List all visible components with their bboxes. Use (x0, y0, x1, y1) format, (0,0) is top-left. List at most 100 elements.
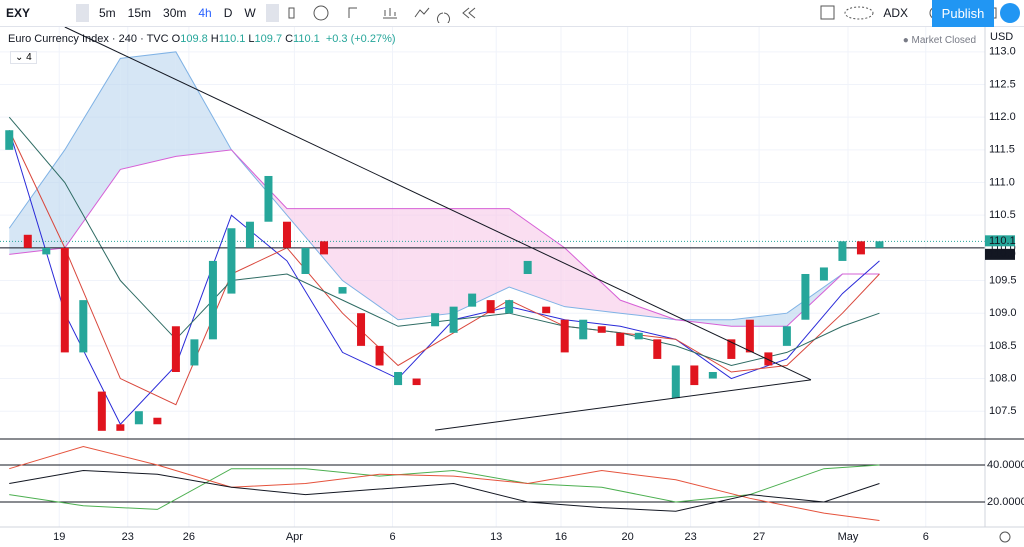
candle (171, 326, 180, 373)
candle (79, 300, 88, 353)
candle (745, 319, 754, 353)
change: +0.3 (+0.27%) (325, 33, 396, 45)
interval[interactable]: D (223, 6, 233, 20)
toolbar: EXY 5m 15m 30m 4h D W ADX Publish (0, 0, 1024, 27)
candle (60, 247, 69, 353)
currency: USD (990, 31, 1013, 43)
x-tick-label: 13 (490, 531, 502, 543)
candle (523, 260, 532, 274)
candle (782, 326, 791, 346)
candle (579, 319, 588, 340)
candle (634, 332, 643, 340)
trendline (64, 26, 812, 381)
candle (708, 372, 717, 379)
candle (42, 247, 51, 255)
ohlc-value: 110.1 (293, 33, 320, 45)
market-status: ● Market Closed (902, 35, 976, 46)
y-tick-label: 112.0 (989, 111, 1016, 123)
candle (671, 365, 680, 399)
ohlc-label: C (285, 33, 294, 45)
interval[interactable]: W (244, 6, 256, 20)
candle (301, 247, 310, 274)
cloud (9, 149, 65, 255)
candle (431, 313, 440, 327)
candle (116, 424, 125, 431)
separator (265, 4, 279, 22)
indicator-line (9, 464, 880, 510)
price-line-label: 110.0 (989, 248, 1016, 260)
cloud (564, 247, 621, 314)
publish-button[interactable]: Publish (932, 0, 994, 27)
candle (801, 273, 810, 320)
cloud (731, 313, 787, 327)
ohlc: O109.8 H110.1 L109.7 C110.1 (172, 33, 323, 45)
interval[interactable]: 4h (198, 6, 212, 20)
x-tick-label: Apr (286, 531, 303, 543)
x-tick-label: 6 (389, 531, 395, 543)
x-tick-label: 6 (923, 531, 929, 543)
x-tick-label: 23 (122, 531, 134, 543)
indicator-button[interactable]: ADX (883, 6, 908, 20)
indicator-line (9, 470, 880, 512)
symbol[interactable]: EXY (6, 6, 31, 20)
toolbar-icons[interactable] (817, 3, 877, 23)
indicator-toggle[interactable]: ⌄ 4 (10, 51, 37, 64)
candle (542, 306, 551, 314)
y-tick-label: 110.5 (989, 209, 1016, 221)
candle (412, 378, 421, 386)
ohlc-value: 109.8 (180, 33, 208, 45)
y-tick-label: 112.5 (989, 78, 1016, 90)
candle (449, 306, 458, 333)
ohlc-label: O (171, 33, 181, 45)
cloud (175, 51, 232, 157)
settings-icon[interactable] (999, 531, 1011, 543)
candle (153, 417, 162, 425)
cloud (64, 58, 121, 248)
ohlc-label: H (210, 33, 219, 45)
y-tick-label: 109.0 (989, 307, 1017, 319)
candle (245, 221, 254, 248)
candle (375, 345, 384, 366)
x-tick-label: 26 (183, 531, 195, 543)
candle (97, 391, 106, 431)
play-button[interactable] (1000, 3, 1020, 23)
candle (357, 313, 366, 346)
y-tick-label: 111.5 (989, 144, 1015, 156)
toolbar-icons[interactable] (283, 3, 483, 23)
x-tick-label: May (838, 531, 859, 543)
x-tick-label: 23 (684, 531, 696, 543)
last-price-label: 110.1 (989, 235, 1016, 247)
candle (394, 372, 403, 386)
candle (560, 319, 569, 353)
cloud (398, 208, 454, 320)
status: Market Closed (911, 35, 976, 46)
y-tick-label: 109.5 (989, 274, 1017, 286)
x-tick-label: 27 (753, 531, 765, 543)
candle (338, 287, 347, 294)
last-price-box (985, 235, 1015, 247)
candle (23, 234, 32, 248)
indicator-count: 4 (26, 52, 32, 63)
candle (134, 411, 143, 425)
x-tick-label: 16 (555, 531, 567, 543)
candle (320, 241, 329, 255)
candle (653, 339, 662, 359)
candle (190, 339, 199, 366)
ohlc-value: 109.7 (254, 33, 283, 45)
interval[interactable]: 15m (127, 6, 152, 20)
candle (486, 300, 495, 314)
separator (76, 4, 89, 22)
candle (282, 221, 291, 248)
intervals: 5m 15m 30m 4h D W (93, 6, 262, 20)
interval[interactable]: 5m (99, 6, 116, 20)
cloud (286, 208, 343, 281)
price-line-box (985, 248, 1015, 260)
candle (764, 352, 773, 366)
candle (5, 130, 14, 150)
candle (856, 241, 865, 255)
indicator-tick-label: 20.0000 (987, 496, 1024, 508)
cloud (509, 208, 565, 307)
interval[interactable]: 30m (163, 6, 187, 20)
ohlc-label: L (248, 33, 255, 45)
